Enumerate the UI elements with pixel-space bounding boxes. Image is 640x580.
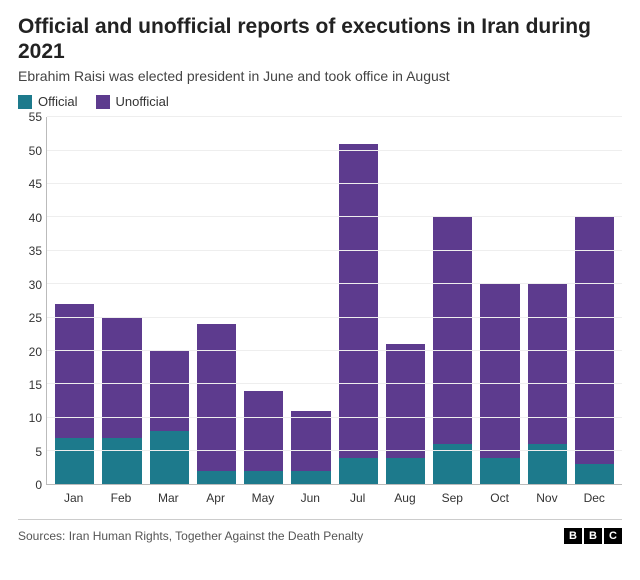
bar-seg-official — [55, 438, 94, 485]
x-label: Apr — [196, 491, 235, 505]
y-tick-label: 25 — [29, 311, 42, 325]
x-label: Jul — [338, 491, 377, 505]
bar-seg-official — [480, 458, 519, 485]
x-label: Jan — [54, 491, 93, 505]
legend-item-official: Official — [18, 94, 78, 109]
legend-label-unofficial: Unofficial — [116, 94, 169, 109]
x-label: Oct — [480, 491, 519, 505]
footer-rule — [18, 519, 622, 520]
x-label: Nov — [527, 491, 566, 505]
y-tick-label: 55 — [29, 110, 42, 124]
bbc-logo-b1: B — [564, 528, 582, 544]
x-label: Feb — [101, 491, 140, 505]
plot-area — [46, 117, 622, 485]
bar-seg-unofficial — [528, 284, 567, 444]
y-tick-label: 15 — [29, 378, 42, 392]
footer: Sources: Iran Human Rights, Together Aga… — [18, 528, 622, 544]
bar-oct — [480, 117, 519, 484]
gridline — [47, 183, 622, 184]
y-tick-label: 20 — [29, 345, 42, 359]
gridline — [47, 150, 622, 151]
bbc-logo: B B C — [564, 528, 622, 544]
bar-seg-official — [575, 464, 614, 484]
bar-seg-official — [244, 471, 283, 484]
bbc-logo-b2: B — [584, 528, 602, 544]
bar-seg-official — [150, 431, 189, 484]
y-tick-label: 40 — [29, 211, 42, 225]
y-axis: 0510152025303540455055 — [18, 117, 46, 485]
bar-seg-unofficial — [150, 351, 189, 431]
y-tick-label: 50 — [29, 144, 42, 158]
x-label: Dec — [575, 491, 614, 505]
x-label: May — [243, 491, 282, 505]
bar-aug — [386, 117, 425, 484]
bar-seg-unofficial — [339, 144, 378, 458]
bar-mar — [150, 117, 189, 484]
gridline — [47, 283, 622, 284]
x-label: Aug — [385, 491, 424, 505]
y-tick-label: 35 — [29, 244, 42, 258]
bar-seg-official — [291, 471, 330, 484]
bar-feb — [102, 117, 141, 484]
chart-subtitle: Ebrahim Raisi was elected president in J… — [18, 68, 622, 84]
x-label: Jun — [291, 491, 330, 505]
y-tick-label: 5 — [35, 445, 42, 459]
bbc-logo-c: C — [604, 528, 622, 544]
source-text: Sources: Iran Human Rights, Together Aga… — [18, 529, 363, 543]
x-label: Sep — [433, 491, 472, 505]
bar-may — [244, 117, 283, 484]
bar-apr — [197, 117, 236, 484]
bar-nov — [528, 117, 567, 484]
legend-swatch-official — [18, 95, 32, 109]
bar-seg-official — [339, 458, 378, 485]
bar-jun — [291, 117, 330, 484]
bar-seg-unofficial — [480, 284, 519, 457]
bar-jan — [55, 117, 94, 484]
bar-seg-unofficial — [433, 217, 472, 444]
bar-seg-official — [102, 438, 141, 485]
bar-dec — [575, 117, 614, 484]
bar-sep — [433, 117, 472, 484]
gridline — [47, 450, 622, 451]
gridline — [47, 417, 622, 418]
bar-seg-official — [386, 458, 425, 485]
bar-seg-unofficial — [244, 391, 283, 471]
chart: 0510152025303540455055 — [18, 117, 622, 485]
legend-swatch-unofficial — [96, 95, 110, 109]
y-tick-label: 30 — [29, 278, 42, 292]
chart-title: Official and unofficial reports of execu… — [18, 14, 622, 64]
bars-container — [47, 117, 622, 484]
gridline — [47, 317, 622, 318]
bar-jul — [339, 117, 378, 484]
bar-seg-unofficial — [386, 344, 425, 457]
legend: Official Unofficial — [18, 94, 622, 109]
legend-label-official: Official — [38, 94, 78, 109]
gridline — [47, 383, 622, 384]
bar-seg-unofficial — [102, 318, 141, 438]
x-label: Mar — [149, 491, 188, 505]
bar-seg-official — [197, 471, 236, 484]
y-tick-label: 45 — [29, 177, 42, 191]
bar-seg-unofficial — [575, 217, 614, 464]
x-axis: Jan Feb Mar Apr May Jun Jul Aug Sep Oct Nov Dec — [46, 485, 622, 505]
y-tick-label: 0 — [35, 478, 42, 492]
y-tick-label: 10 — [29, 411, 42, 425]
bar-seg-unofficial — [197, 324, 236, 471]
gridline — [47, 216, 622, 217]
gridline — [47, 250, 622, 251]
bar-seg-unofficial — [291, 411, 330, 471]
gridline — [47, 116, 622, 117]
legend-item-unofficial: Unofficial — [96, 94, 169, 109]
gridline — [47, 350, 622, 351]
